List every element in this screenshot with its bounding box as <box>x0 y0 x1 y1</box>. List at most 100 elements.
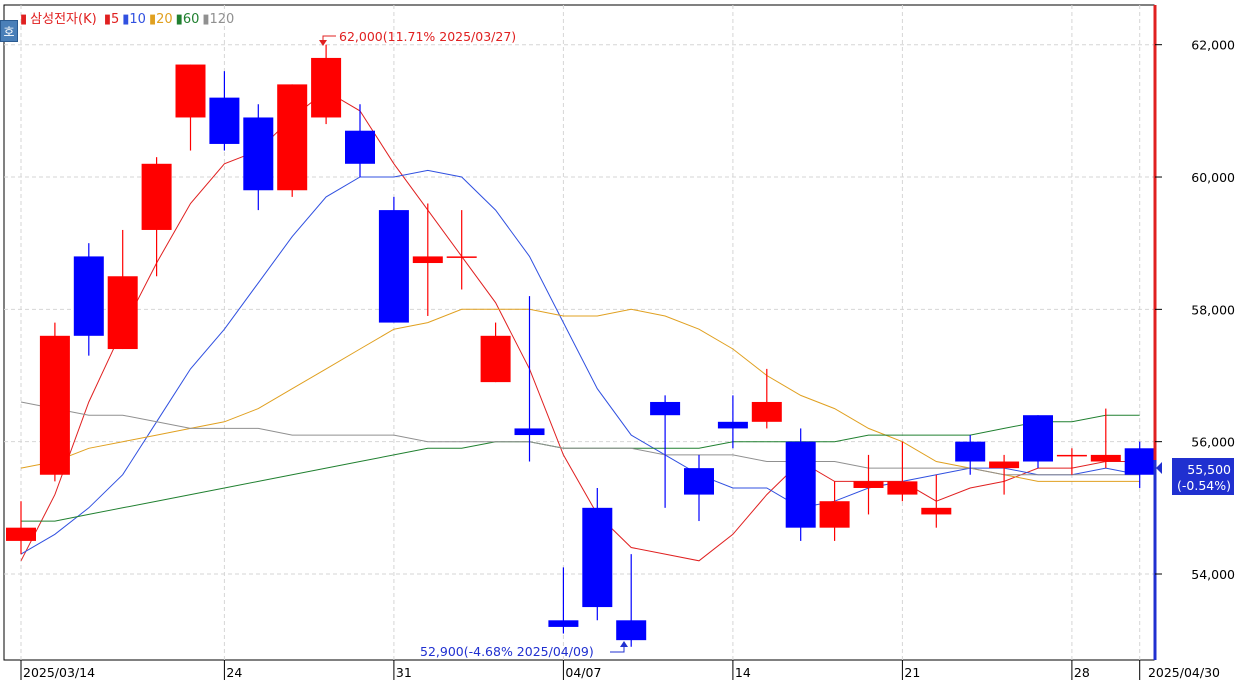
candle-body <box>1056 454 1087 457</box>
candle-body <box>684 468 714 495</box>
ma-line-5 <box>20 90 1140 562</box>
x-tick-label: 21 <box>904 665 920 680</box>
candle-down <box>684 454 714 522</box>
candle-body <box>378 210 409 323</box>
legend-item-120: 120 <box>209 12 235 27</box>
x-tick-label: 31 <box>396 665 412 680</box>
candle-up <box>107 229 138 350</box>
x-axis: 2025/03/14 24 31 04/07 14 21 28 2025/04/30 <box>20 660 1220 680</box>
x-tick-label: 04/07 <box>565 665 601 680</box>
y-tick-label: 60,000 <box>1191 170 1235 185</box>
candle-body <box>345 130 375 164</box>
candle-body <box>989 461 1020 469</box>
high-annotation: 62,000(11.71% 2025/03/27) <box>319 29 516 46</box>
candle-up <box>480 322 511 383</box>
candle-down <box>514 296 545 462</box>
x-tick-label: 2025/03/14 <box>23 665 95 680</box>
candle-down <box>955 435 986 475</box>
candle-body <box>819 501 850 528</box>
candle-up <box>989 454 1020 495</box>
candle-body <box>751 401 782 422</box>
candle-body <box>1023 415 1053 462</box>
candle-body <box>887 481 918 495</box>
chart-mode-button[interactable]: 호 <box>0 20 18 42</box>
last-change-label: (-0.54%) <box>1177 478 1231 493</box>
candle-up <box>277 84 308 197</box>
y-tick-label: 56,000 <box>1191 435 1235 450</box>
candle-body <box>785 441 816 528</box>
candle-up <box>311 44 342 125</box>
candle-body <box>514 428 545 436</box>
legend-marker: ▮ <box>148 12 157 27</box>
candle-down <box>209 71 240 151</box>
legend-marker: ▮ <box>122 12 130 27</box>
candle-body <box>243 117 274 191</box>
ma-line-20 <box>20 308 1140 482</box>
x-tick-label: 24 <box>226 665 242 680</box>
candle-body <box>175 64 206 118</box>
candle-body <box>717 421 748 429</box>
candle-down <box>616 554 647 647</box>
high-label: 62,000(11.71% 2025/03/27) <box>339 29 516 44</box>
candle-up <box>921 474 952 528</box>
candle-up <box>412 203 443 316</box>
y-tick-label: 62,000 <box>1191 38 1235 53</box>
grid-lines <box>4 5 1154 660</box>
candle-body <box>6 527 36 541</box>
legend-marker: ▮ <box>20 12 28 27</box>
candle-body <box>311 57 342 118</box>
y-tick-label: 58,000 <box>1191 302 1235 317</box>
candle-body <box>955 441 986 462</box>
legend-marker: ▮ <box>202 12 210 27</box>
candle-body <box>1090 454 1121 462</box>
y-axis: 54,000 56,000 58,000 60,000 62,000 <box>1153 5 1235 660</box>
candle-body <box>616 620 647 641</box>
candle-body <box>277 84 308 191</box>
low-annotation: 52,900(-4.68% 2025/04/09) <box>420 641 628 659</box>
candle-up <box>853 454 884 515</box>
candle-body <box>412 256 443 264</box>
legend-marker: ▮ <box>103 12 111 27</box>
candle-down <box>1023 415 1053 469</box>
candle-body <box>141 163 172 230</box>
candle-down <box>243 104 274 211</box>
candle-down <box>548 567 579 634</box>
candle-body <box>446 256 477 258</box>
candle-up <box>141 157 172 277</box>
legend-item-10: 10 <box>129 12 146 27</box>
candle-body <box>1124 448 1155 475</box>
candle-down <box>717 395 748 449</box>
candle-up <box>39 322 70 482</box>
candle-up <box>887 441 918 502</box>
chart-legend: ▮ 삼성전자(K) ▮5 ▮10 ▮20 ▮60 ▮120 <box>20 8 240 27</box>
x-tick-label: 2025/04/30 <box>1148 665 1220 680</box>
candle-down <box>582 487 613 621</box>
candle-up <box>175 64 206 151</box>
candle-up <box>446 210 477 290</box>
candle-up <box>1056 448 1087 475</box>
candle-down <box>650 395 681 508</box>
candles <box>6 44 1155 647</box>
candle-up <box>1090 408 1121 469</box>
y-tick-label: 54,000 <box>1191 567 1235 582</box>
low-label: 52,900(-4.68% 2025/04/09) <box>420 644 594 659</box>
ma-line-120 <box>20 401 1140 476</box>
legend-item-20: 20 <box>156 12 173 27</box>
last-price-marker: 55,500 (-0.54%) <box>1156 458 1234 495</box>
x-tick-label: 28 <box>1074 665 1090 680</box>
candle-down <box>378 196 409 323</box>
legend-title: 삼성전자(K) <box>30 12 97 27</box>
candle-body <box>548 620 579 627</box>
candle-body <box>853 481 884 488</box>
candle-up <box>6 501 36 555</box>
candle-down <box>73 243 104 356</box>
candle-body <box>73 256 104 336</box>
candle-body <box>39 335 70 475</box>
candle-body <box>480 335 511 383</box>
last-price-label: 55,500 <box>1187 462 1231 477</box>
x-tick-label: 14 <box>735 665 751 680</box>
moving-average-lines <box>20 90 1140 562</box>
legend-item-5: 5 <box>110 12 120 27</box>
candle-down <box>785 428 816 541</box>
